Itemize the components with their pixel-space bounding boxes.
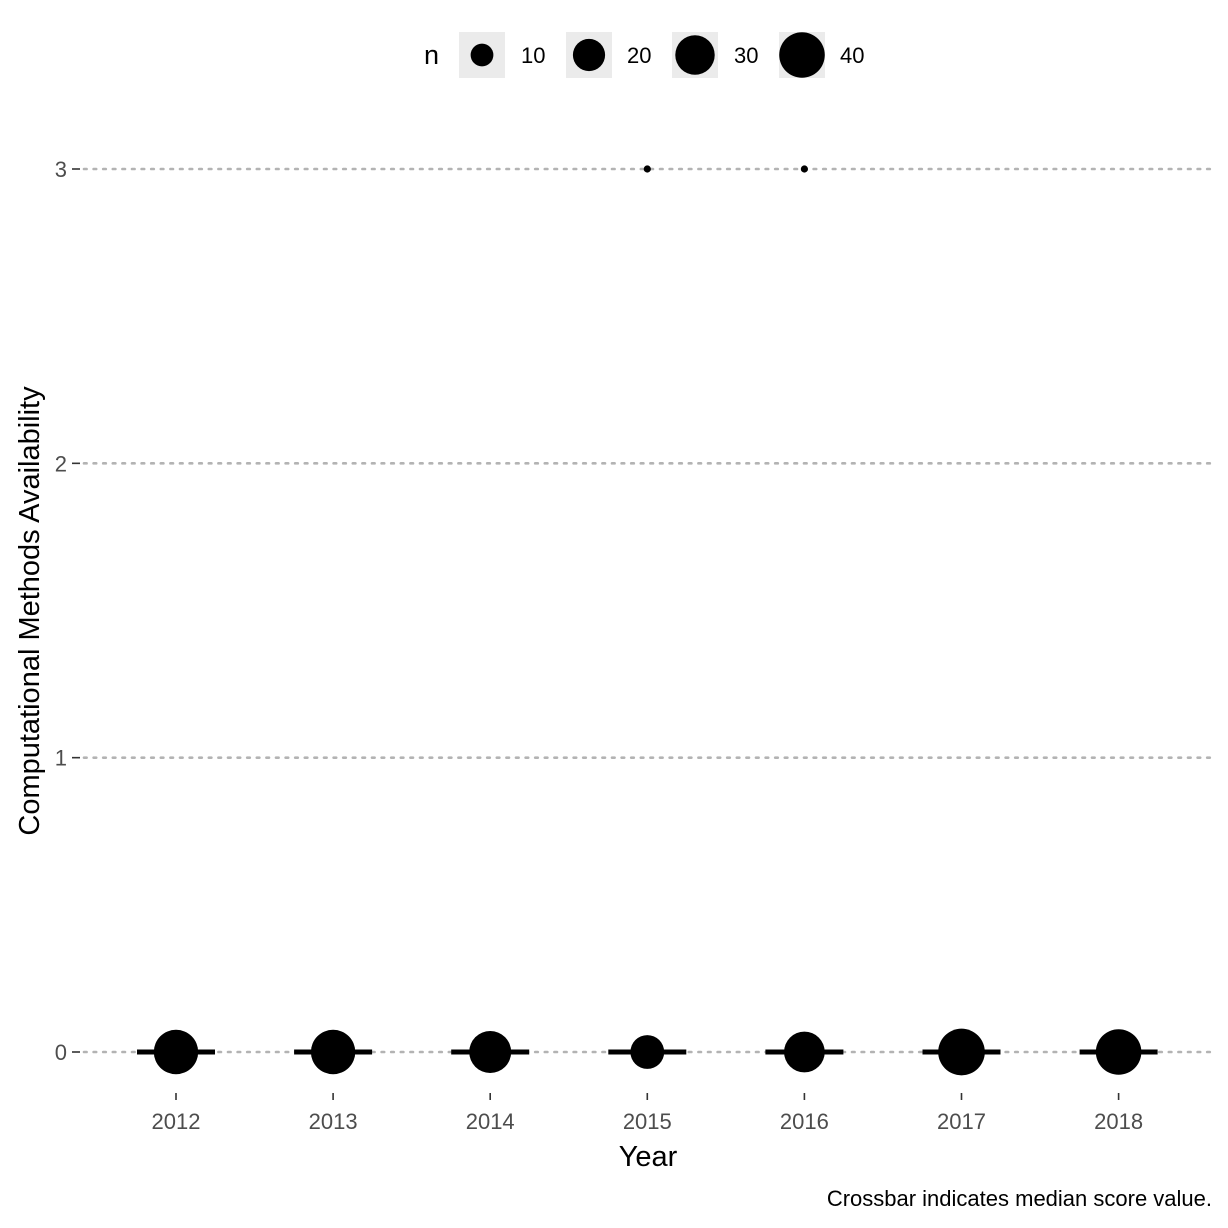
size-legend: n 10 20 30 40: [424, 32, 864, 78]
legend-label-40: 40: [840, 43, 864, 68]
y-tick-label-3: 3: [55, 157, 67, 182]
gridlines: [82, 167, 1214, 1054]
y-axis-title: Computational Methods Availability: [14, 386, 46, 836]
x-tick-label-2016: 2016: [780, 1109, 829, 1134]
point-2018-y0: [1095, 1029, 1142, 1075]
point-2015-y3: [643, 165, 651, 173]
point-2012-y0: [153, 1029, 199, 1075]
legend-title: n: [424, 40, 439, 70]
point-2013-y0: [310, 1029, 356, 1075]
chart-caption: Crossbar indicates median score value.: [827, 1186, 1212, 1211]
legend-key-point-30: [675, 35, 715, 75]
legend-key-point-20: [572, 38, 606, 72]
y-tick-label-1: 1: [55, 746, 67, 771]
legend-label-20: 20: [627, 43, 651, 68]
data-points: [153, 165, 1142, 1076]
legend-label-30: 30: [734, 43, 758, 68]
point-2016-y3: [800, 165, 809, 173]
x-tick-label-2014: 2014: [466, 1109, 515, 1134]
point-2014-y0: [469, 1031, 512, 1073]
point-2017-y0: [938, 1028, 985, 1076]
x-tick-label-2017: 2017: [937, 1109, 986, 1134]
x-axis: 2012 2013 2014 2015 2016 2017 2018: [152, 1093, 1143, 1134]
legend-key-point-40: [779, 32, 825, 78]
point-2015-y0: [630, 1035, 665, 1069]
x-tick-label-2018: 2018: [1094, 1109, 1143, 1134]
x-tick-label-2013: 2013: [309, 1109, 358, 1134]
y-axis: 0 1 2 3: [55, 157, 80, 1065]
y-tick-label-2: 2: [55, 451, 67, 476]
legend-key-point-10: [470, 43, 494, 67]
x-tick-label-2012: 2012: [152, 1109, 201, 1134]
legend-label-10: 10: [521, 43, 545, 68]
y-tick-label-0: 0: [55, 1040, 67, 1065]
x-axis-title: Year: [619, 1141, 678, 1173]
x-tick-label-2015: 2015: [623, 1109, 672, 1134]
point-2016-y0: [784, 1031, 825, 1073]
